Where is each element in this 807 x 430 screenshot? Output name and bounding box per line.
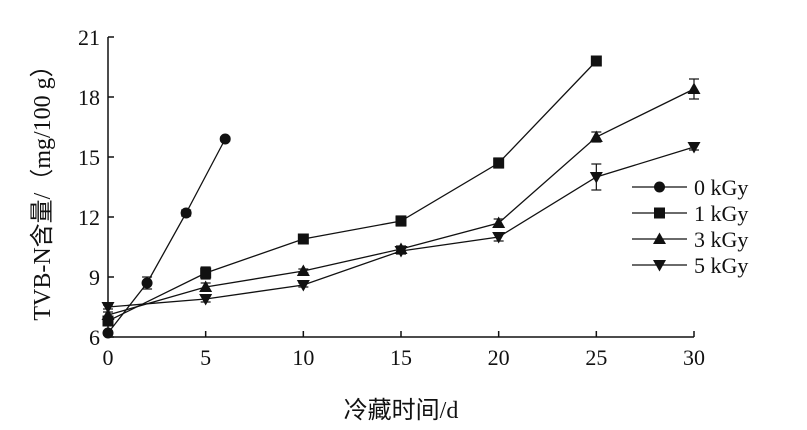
data-point-square	[654, 207, 665, 219]
data-point-square	[102, 315, 114, 327]
data-point-square	[590, 55, 602, 67]
axes	[107, 37, 694, 338]
y-tick-label: 9	[89, 265, 100, 290]
y-tick-label: 15	[78, 145, 100, 170]
series-line	[107, 60, 597, 322]
legend-item: 1 kGy	[632, 201, 748, 226]
series-line	[107, 146, 695, 308]
data-point-square	[493, 157, 505, 169]
data-point-triangle-down	[589, 172, 603, 184]
y-axis-title: TVB-N含量/（mg/100 g）	[29, 53, 56, 320]
x-tick-label: 5	[200, 345, 211, 370]
x-axis-title: 冷藏时间/d	[344, 397, 459, 424]
series-2	[101, 78, 701, 320]
y-tick-label: 18	[78, 85, 100, 110]
data-point-circle	[180, 207, 192, 219]
legend-label: 1 kGy	[694, 201, 748, 226]
data-point-triangle-down	[394, 246, 408, 258]
data-point-triangle-down	[653, 260, 666, 272]
series-layer	[101, 55, 701, 339]
data-point-triangle-up	[101, 308, 115, 320]
data-point-square	[297, 233, 309, 245]
data-point-triangle-down	[101, 302, 115, 314]
x-tick-label: 30	[683, 345, 705, 370]
x-tick-label: 0	[103, 345, 114, 370]
data-point-square	[200, 267, 212, 279]
legend-item: 0 kGy	[632, 175, 748, 200]
series-1	[102, 55, 602, 327]
data-point-triangle-down	[199, 294, 213, 306]
y-tick-label: 12	[78, 205, 100, 230]
legend-label: 5 kGy	[694, 253, 748, 278]
ticks: 0 5 10 15 20 25 30 6 9 12 15 18 21	[78, 25, 705, 370]
legend-item: 3 kGy	[632, 227, 748, 252]
data-point-triangle-up	[653, 232, 666, 244]
data-point-circle	[654, 181, 665, 193]
data-point-circle	[141, 277, 153, 289]
legend-item: 5 kGy	[632, 253, 748, 278]
data-point-triangle-up	[589, 130, 603, 142]
x-tick-label: 20	[488, 345, 510, 370]
x-tick-label: 25	[585, 345, 607, 370]
data-point-triangle-up	[492, 216, 506, 228]
data-point-triangle-down	[687, 142, 701, 154]
data-point-triangle-up	[199, 280, 213, 292]
x-tick-label: 15	[390, 345, 412, 370]
series-0	[102, 133, 231, 339]
data-point-circle	[102, 327, 114, 339]
series-3	[101, 142, 701, 314]
data-point-square	[395, 215, 407, 227]
legend-label: 0 kGy	[694, 175, 748, 200]
data-point-triangle-up	[296, 264, 310, 276]
data-point-triangle-up	[687, 82, 701, 94]
y-tick-label: 6	[89, 325, 100, 350]
series-line	[107, 88, 695, 316]
data-point-triangle-down	[296, 280, 310, 292]
x-tick-label: 10	[292, 345, 314, 370]
y-tick-label: 21	[78, 25, 100, 50]
data-point-circle	[219, 133, 231, 145]
series-line	[107, 138, 226, 334]
legend-label: 3 kGy	[694, 227, 748, 252]
data-point-triangle-down	[492, 232, 506, 244]
